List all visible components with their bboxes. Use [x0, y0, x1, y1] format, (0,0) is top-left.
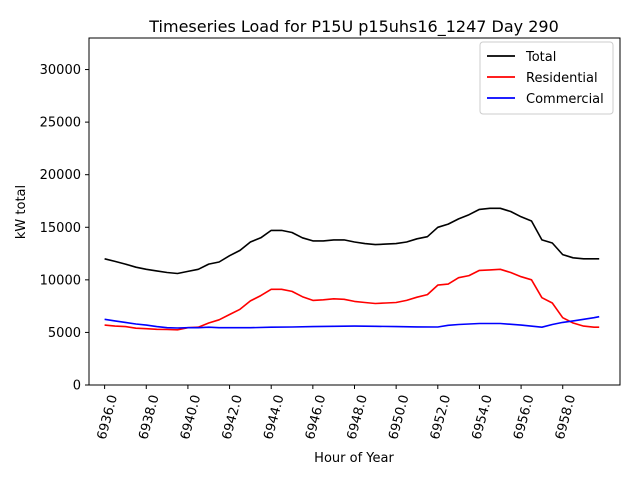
x-tick-label: 6938.0	[136, 393, 162, 441]
series-line-commercial	[104, 315, 600, 329]
y-tick-label: 10000	[40, 273, 81, 288]
y-tick-label: 20000	[40, 168, 81, 183]
x-axis-label: Hour of Year	[314, 451, 394, 466]
x-tick-label: 6958.0	[553, 393, 579, 441]
plot-lines	[104, 207, 600, 331]
y-axis: 0 5000 10000 15000 20000 25000 30000	[40, 63, 89, 394]
x-tick-label: 6946.0	[303, 393, 329, 441]
x-tick-label: 6944.0	[261, 393, 287, 441]
x-tick-label: 6950.0	[386, 393, 412, 441]
legend-label-total: Total	[525, 50, 556, 65]
legend-label-commercial: Commercial	[526, 92, 604, 107]
x-tick-label: 6956.0	[511, 393, 537, 441]
legend: Total Residential Commercial	[479, 41, 614, 115]
legend-label-residential: Residential	[526, 71, 598, 86]
y-tick-label: 15000	[40, 221, 81, 236]
series-line-residential	[104, 268, 600, 331]
x-tick-label: 6936.0	[95, 393, 121, 441]
chart-title: Timeseries Load for P15U p15uhs16_1247 D…	[148, 17, 559, 37]
series-line-total	[104, 207, 600, 275]
y-tick-label: 30000	[40, 63, 81, 78]
y-tick-label: 5000	[48, 326, 81, 341]
x-axis: 6936.0 6938.0 6940.0 6942.0 6944.0 6946.0 6948…	[95, 385, 579, 441]
x-tick-label: 6940.0	[178, 393, 204, 441]
legend-box	[479, 41, 614, 115]
x-tick-label: 6942.0	[220, 393, 246, 441]
y-tick-label: 0	[73, 379, 81, 394]
y-tick-label: 25000	[40, 116, 81, 131]
x-tick-label: 6948.0	[345, 393, 371, 441]
x-tick-label: 6952.0	[428, 393, 454, 441]
y-axis-label: kW total	[14, 185, 29, 239]
x-tick-label: 6954.0	[470, 393, 496, 441]
